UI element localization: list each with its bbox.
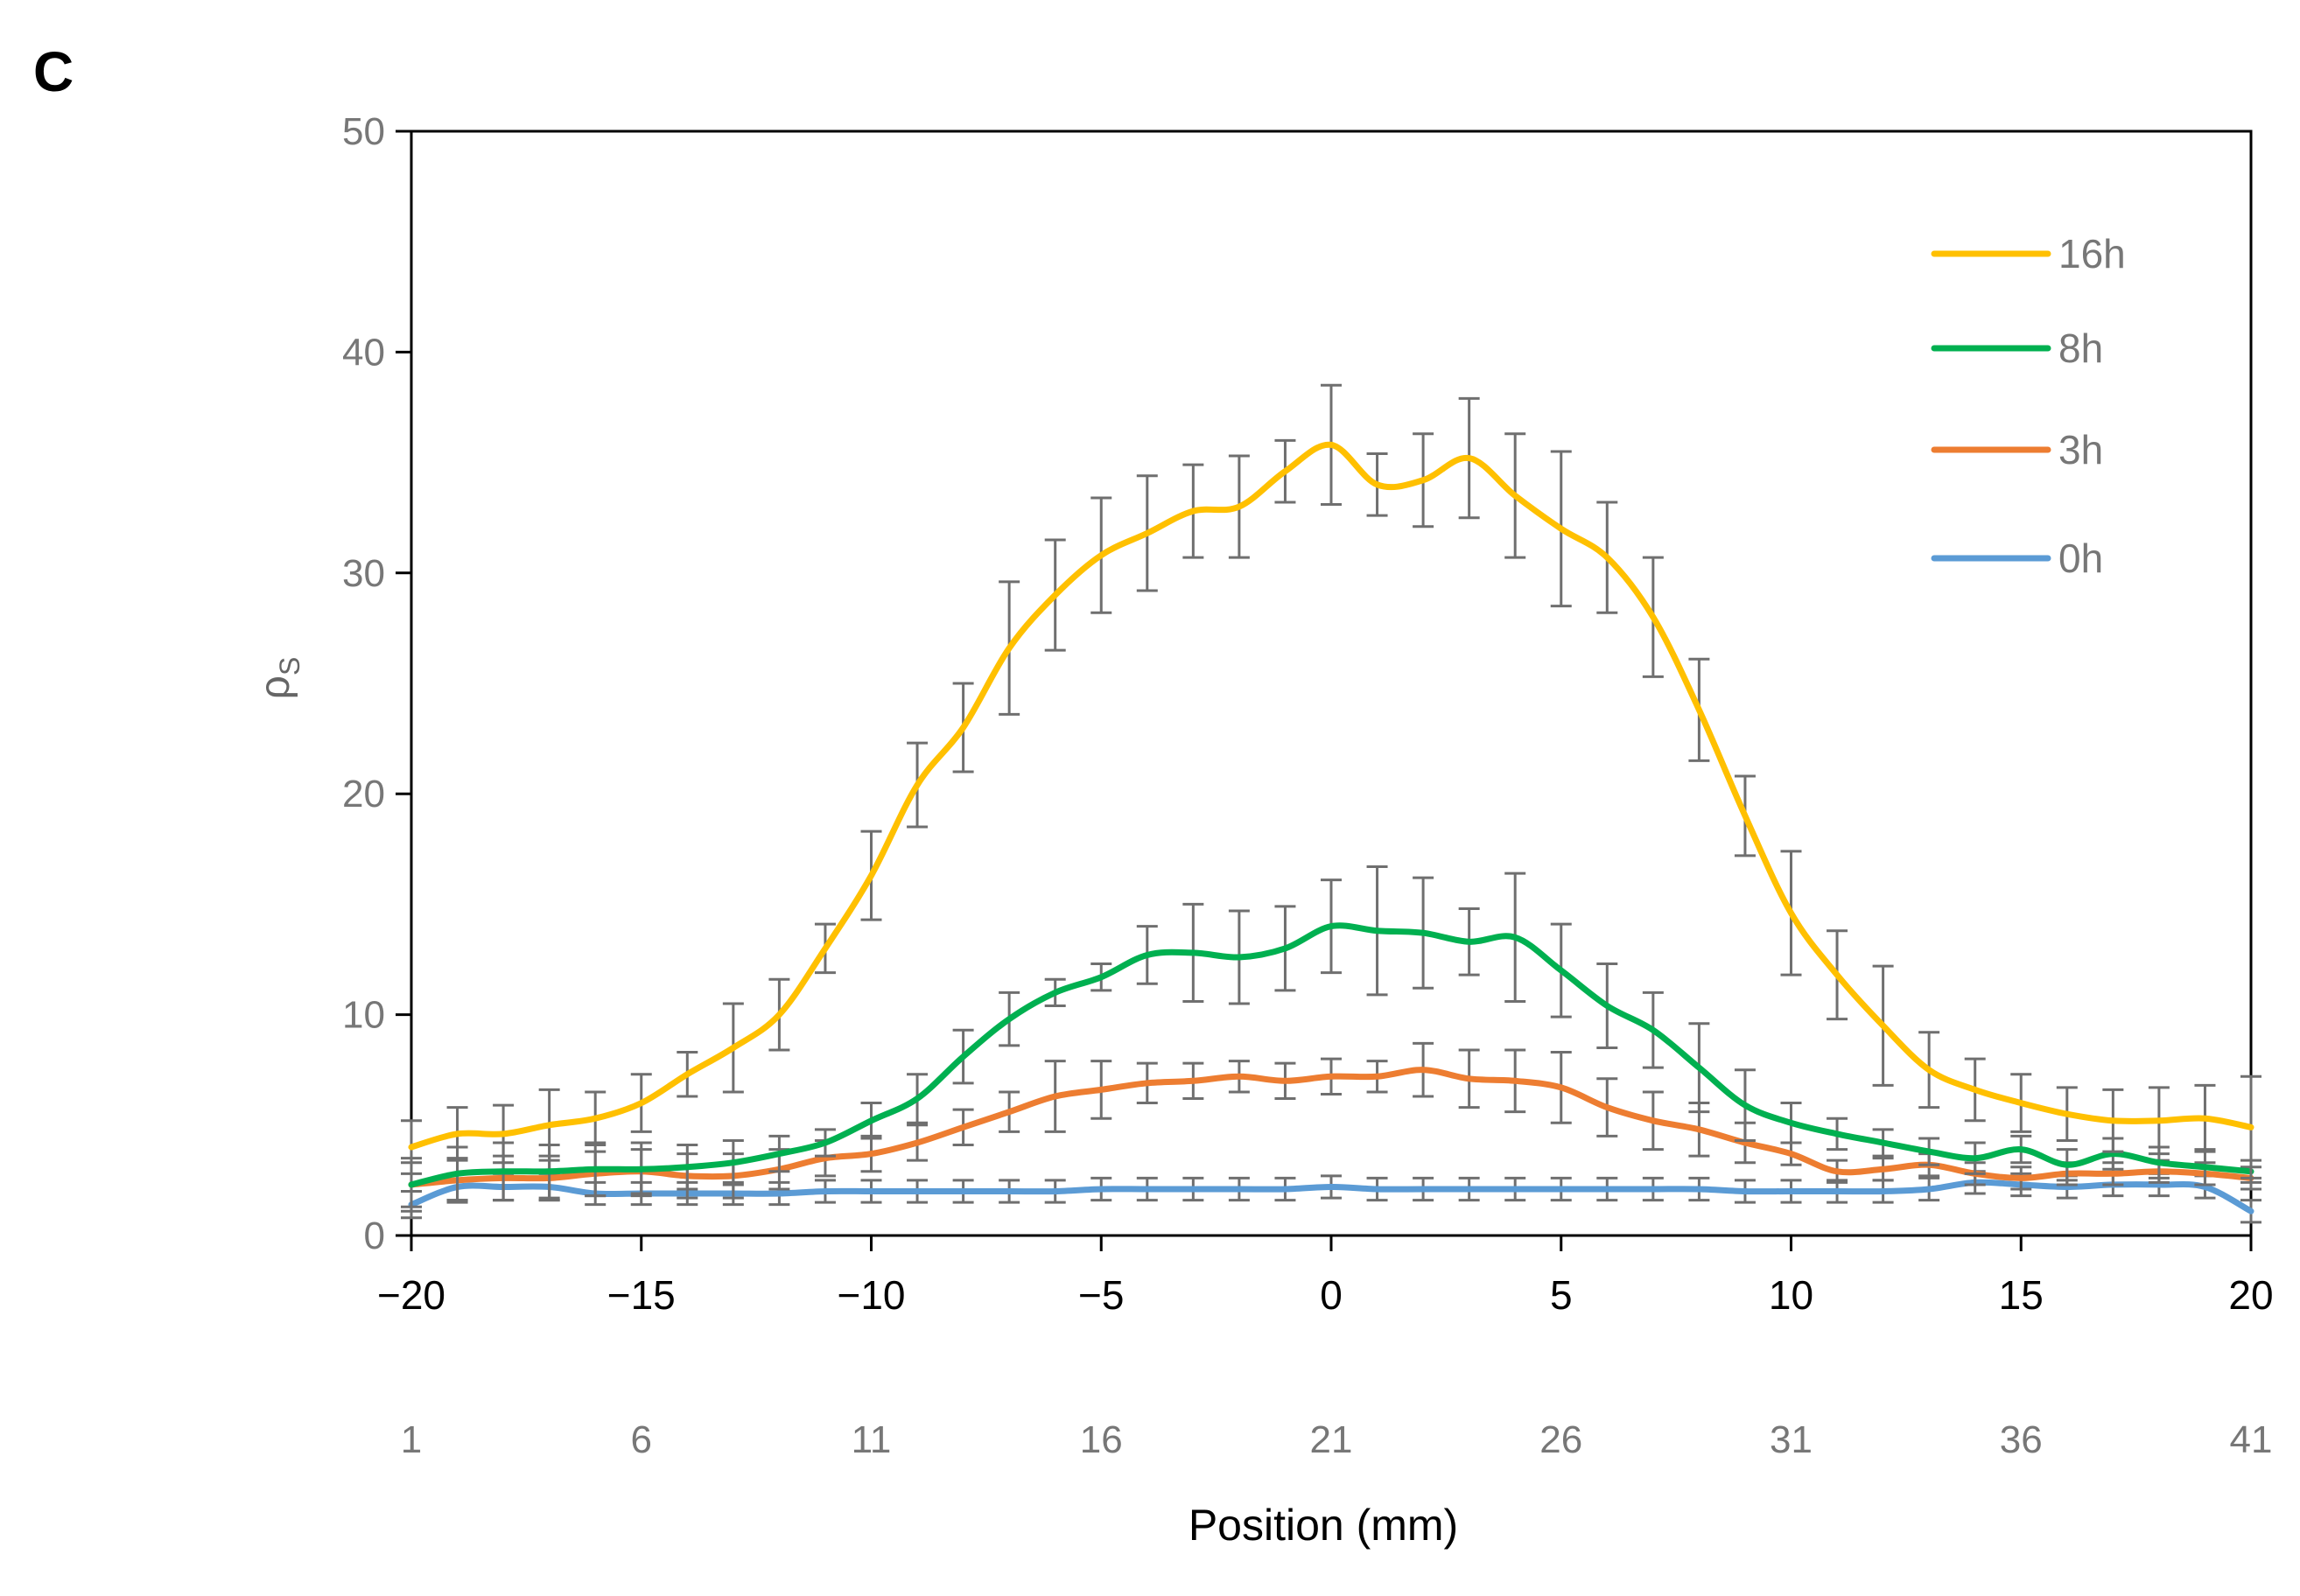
x-tick-label: −5 bbox=[1078, 1272, 1124, 1318]
panel-label: C bbox=[33, 40, 74, 103]
x-tick-label: −20 bbox=[377, 1272, 445, 1318]
index-tick-label: 1 bbox=[401, 1418, 422, 1461]
y-tick-label: 30 bbox=[342, 552, 385, 595]
y-tick-label: 50 bbox=[342, 110, 385, 153]
legend-label: 3h bbox=[2058, 427, 2103, 472]
legend-label: 8h bbox=[2058, 326, 2103, 371]
x-tick-label: 15 bbox=[1999, 1272, 2044, 1318]
x-tick-label: 20 bbox=[2228, 1272, 2273, 1318]
svg-text:ρS: ρS bbox=[252, 657, 305, 700]
legend: 16h 8h 3h 0h bbox=[1931, 231, 2126, 581]
x-tick-label: −15 bbox=[607, 1272, 676, 1318]
index-tick-label: 26 bbox=[1539, 1418, 1582, 1461]
series-8h bbox=[401, 864, 2261, 1213]
y-tick-label: 10 bbox=[342, 994, 385, 1037]
x-tick-label: 10 bbox=[1769, 1272, 1813, 1318]
series-line-8h bbox=[408, 922, 2254, 1188]
series-line-16h bbox=[408, 441, 2254, 1151]
index-tick-label: 11 bbox=[852, 1418, 892, 1461]
x-tick-label: 5 bbox=[1550, 1272, 1573, 1318]
legend-item-8h: 8h bbox=[1931, 326, 2103, 371]
x-axis-title: Position (mm) bbox=[1189, 1501, 1458, 1550]
y-axis-title-sub: S bbox=[274, 657, 305, 676]
legend-label: 0h bbox=[2058, 536, 2103, 581]
x-tick-label: 0 bbox=[1320, 1272, 1343, 1318]
series-16h bbox=[401, 383, 2261, 1180]
index-tick-label: 36 bbox=[2000, 1418, 2043, 1461]
index-tick-label: 21 bbox=[1310, 1418, 1353, 1461]
legend-item-3h: 3h bbox=[1931, 427, 2103, 472]
x-tick-label: −10 bbox=[837, 1272, 905, 1318]
index-tick-label: 41 bbox=[2230, 1418, 2273, 1461]
y-axis-title-main: ρ bbox=[252, 676, 298, 699]
y-tick-label: 20 bbox=[342, 773, 385, 816]
index-tick-label: 16 bbox=[1080, 1418, 1123, 1461]
series-line-0h bbox=[408, 1179, 2254, 1214]
y-tick-label: 40 bbox=[342, 331, 385, 374]
index-tick-label: 6 bbox=[631, 1418, 652, 1461]
legend-item-0h: 0h bbox=[1931, 536, 2103, 581]
y-tick-label: 0 bbox=[364, 1214, 385, 1257]
legend-label: 16h bbox=[2058, 231, 2126, 276]
legend-item-16h: 16h bbox=[1931, 231, 2126, 276]
index-tick-label: 31 bbox=[1770, 1418, 1813, 1461]
y-axis-title: ρS bbox=[252, 657, 305, 700]
series-line-3h bbox=[408, 1067, 2254, 1188]
